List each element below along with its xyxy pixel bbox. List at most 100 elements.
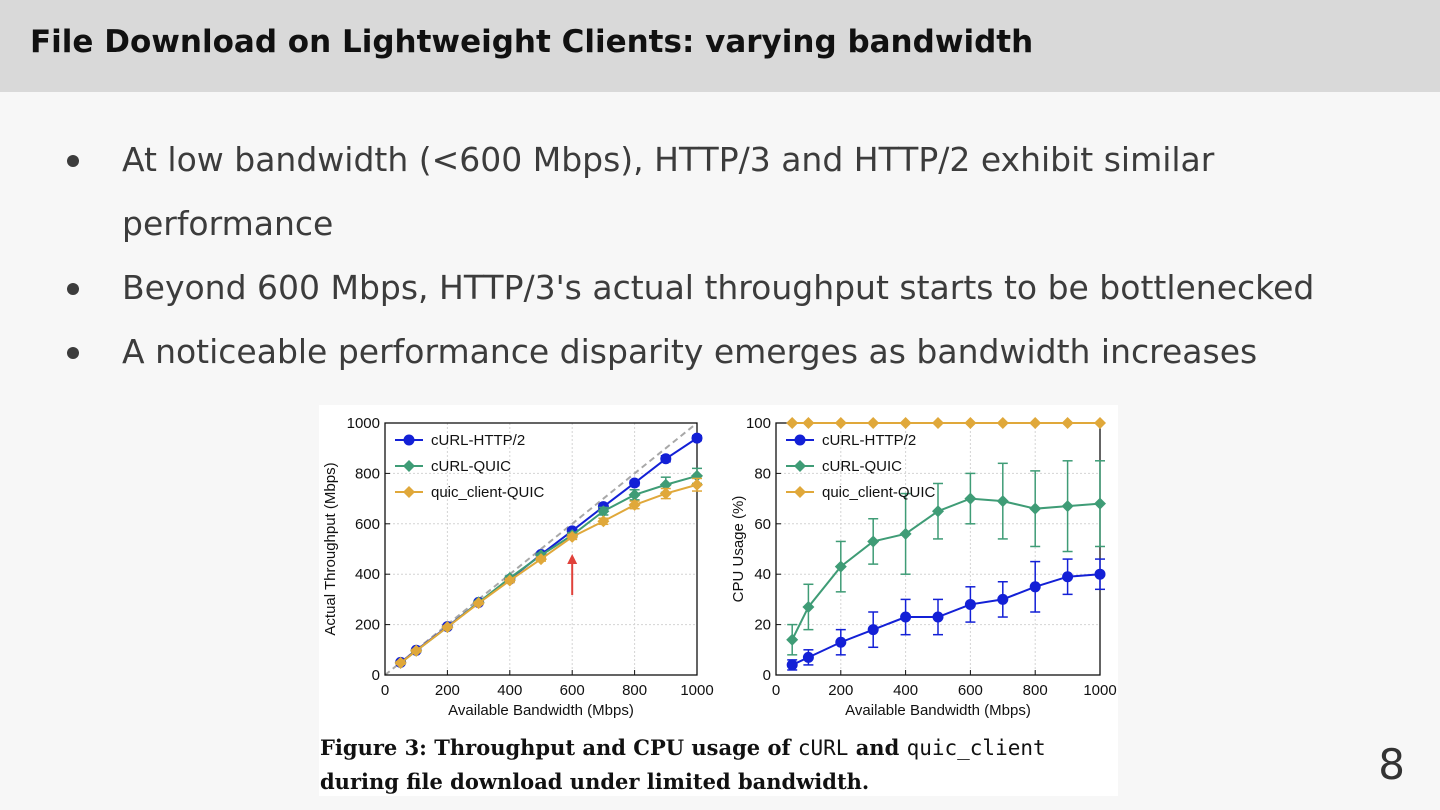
y-tick-label: 20 (754, 617, 771, 634)
legend-marker-circle (403, 434, 415, 446)
data-point-circle (964, 598, 976, 610)
x-tick-label: 400 (893, 682, 918, 699)
y-tick-label: 80 (754, 465, 771, 482)
bullet-dot-icon (67, 347, 79, 359)
data-point-diamond (996, 417, 1009, 429)
data-point-diamond (964, 492, 977, 505)
data-point-diamond (932, 417, 944, 429)
data-point-diamond (403, 486, 415, 498)
x-tick-label: 400 (497, 682, 522, 699)
data-point-diamond (932, 505, 944, 518)
data-point-diamond (403, 460, 415, 472)
data-point-diamond (794, 486, 806, 498)
data-point-circle (691, 432, 703, 444)
data-point-diamond (566, 530, 579, 543)
data-point-diamond (597, 515, 610, 528)
y-tick-label: 60 (754, 516, 771, 533)
x-axis-label: Available Bandwidth (Mbps) (845, 702, 1031, 719)
caption-text: Figure 3: Throughput and CPU usage of (320, 735, 798, 760)
x-tick-label: 200 (828, 682, 853, 699)
slide-title: File Download on Lightweight Clients: va… (30, 24, 1034, 60)
data-point-circle (1029, 581, 1041, 593)
plot-frame (384, 422, 698, 676)
data-point-circle (835, 636, 847, 648)
data-point-diamond (899, 417, 912, 429)
legend-label: cURL-QUIC (431, 458, 511, 475)
caption-text: during file download under limited bandw… (320, 769, 870, 794)
data-point-diamond (867, 535, 880, 548)
chart-panel-1: 0 200 400 600 800 1000 0 200 400 600 800 1000 Availa… (322, 415, 714, 719)
x-axis-label: Available Bandwidth (Mbps) (448, 702, 634, 719)
data-point-diamond (802, 600, 815, 613)
data-point-diamond (394, 656, 407, 669)
x-tick-label: 800 (1023, 682, 1048, 699)
caption-text: and (848, 735, 907, 760)
x-tick-label: 600 (560, 682, 585, 699)
legend-marker-circle (794, 434, 806, 446)
data-point-diamond (441, 621, 454, 634)
y-tick-label: 200 (355, 617, 380, 634)
y-axis-label: Actual Throughput (Mbps) (322, 462, 339, 635)
data-point-diamond (472, 597, 485, 610)
data-point-diamond (1029, 417, 1042, 429)
data-point-diamond (802, 417, 815, 429)
caption-code: cURL (797, 736, 849, 760)
data-point-diamond (834, 417, 847, 429)
data-point-circle (867, 624, 879, 636)
data-point-diamond (1094, 417, 1106, 429)
data-point-circle (802, 651, 814, 663)
y-tick-label: 800 (355, 465, 380, 482)
y-tick-label: 0 (763, 667, 771, 684)
bullet-dot-icon (67, 155, 79, 167)
data-point-diamond (786, 633, 799, 646)
annotation-arrow-head (567, 554, 578, 564)
data-point-circle (1094, 568, 1106, 580)
x-tick-label: 800 (622, 682, 647, 699)
bullet-text: A noticeable performance disparity emerg… (122, 332, 1258, 371)
data-point-diamond (834, 560, 847, 573)
figure: 0 200 400 600 800 1000 0 200 400 600 800 1000 Availa… (319, 405, 1118, 796)
bullet-text: At low bandwidth (<600 Mbps), HTTP/3 and… (122, 140, 1215, 243)
data-point-diamond (794, 460, 806, 472)
legend-entry: quic_client-QUIC (395, 484, 545, 501)
data-point-circle (1062, 571, 1074, 583)
x-tick-label: 200 (435, 682, 460, 699)
page-number: 8 (1378, 740, 1405, 789)
bullet-item: Beyond 600 Mbps, HTTP/3's actual through… (62, 256, 1382, 320)
y-tick-label: 400 (355, 566, 380, 583)
data-point-diamond (628, 488, 641, 501)
data-point-diamond (503, 574, 516, 587)
chart-canvas: 0 200 400 600 800 100002004006008001000Availa… (322, 415, 1117, 719)
data-point-diamond (786, 417, 799, 429)
data-point-diamond (1061, 417, 1074, 429)
data-point-diamond (964, 417, 977, 429)
data-point-circle (660, 453, 672, 465)
data-point-diamond (659, 478, 672, 491)
figure-caption: Figure 3: Throughput and CPU usage of cU… (320, 731, 1118, 799)
data-point-circle (900, 611, 912, 623)
data-point-diamond (1094, 497, 1106, 510)
data-point-diamond (1029, 502, 1042, 515)
data-point-circle (997, 593, 1009, 605)
data-point-diamond (691, 478, 703, 491)
bullet-list: At low bandwidth (<600 Mbps), HTTP/3 and… (62, 128, 1382, 384)
series-line (399, 474, 698, 664)
chart-panel-2: 0 200 400 600 800 1000 0 20 40 60 80 100 Available B… (730, 415, 1117, 719)
y-tick-label: 1000 (347, 415, 380, 432)
data-point-circle (629, 477, 641, 489)
bullet-item: A noticeable performance disparity emerg… (62, 320, 1382, 384)
legend-entry: cURL-QUIC (395, 458, 511, 475)
bullet-item: At low bandwidth (<600 Mbps), HTTP/3 and… (62, 128, 1222, 256)
data-point-diamond (1061, 500, 1074, 513)
data-point-circle (786, 659, 798, 671)
series-line (791, 573, 1101, 666)
y-tick-label: 40 (754, 566, 771, 583)
x-tick-label: 1000 (680, 682, 713, 699)
legend-label: cURL-HTTP/2 (431, 432, 525, 449)
legend-label: cURL-HTTP/2 (822, 432, 916, 449)
legend-label: cURL-QUIC (822, 458, 902, 475)
data-point-diamond (996, 495, 1009, 508)
legend-label: quic_client-QUIC (822, 484, 936, 501)
legend-entry: cURL-QUIC (786, 458, 902, 475)
caption-code: quic_client (906, 736, 1046, 760)
